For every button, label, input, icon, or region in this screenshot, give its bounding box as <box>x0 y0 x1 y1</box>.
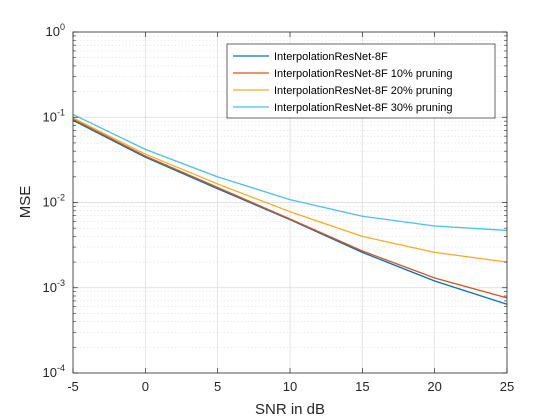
x-tick-label: 10 <box>283 379 297 394</box>
legend-label-3: InterpolationResNet-8F 20% pruning <box>274 85 453 97</box>
legend: InterpolationResNet-8F InterpolationResNe… <box>226 43 496 119</box>
y-axis-title: MSE <box>17 186 34 219</box>
y-tick-label: 100 <box>46 22 65 39</box>
legend-box <box>226 43 496 119</box>
x-tick-label: 25 <box>500 379 514 394</box>
series-line-2 <box>72 118 508 299</box>
y-tick-labels: 10-4 10-3 10-2 10-1 100 <box>43 22 65 380</box>
y-tick-label: 10-3 <box>43 278 65 295</box>
legend-label-2: InterpolationResNet-8F 10% pruning <box>274 68 453 80</box>
x-tick-label: -5 <box>67 379 79 394</box>
x-tick-label: 5 <box>214 379 221 394</box>
series-lines <box>72 113 508 305</box>
series-line-4 <box>72 113 508 232</box>
y-tick-label: 10-4 <box>43 363 65 380</box>
y-tick-label: 10-2 <box>43 193 65 210</box>
legend-label-1: InterpolationResNet-8F <box>274 51 388 63</box>
x-tick-labels: -5 0 5 10 15 20 25 <box>67 379 514 394</box>
x-tick-label: 15 <box>355 379 369 394</box>
legend-label-4: InterpolationResNet-8F 30% pruning <box>274 102 453 114</box>
x-tick-label: 0 <box>142 379 149 394</box>
series-line-3 <box>72 117 508 263</box>
y-tick-label: 10-1 <box>43 107 65 124</box>
x-axis-title: SNR in dB <box>255 401 325 418</box>
axis-ticks <box>72 31 508 374</box>
x-tick-label: 20 <box>427 379 441 394</box>
